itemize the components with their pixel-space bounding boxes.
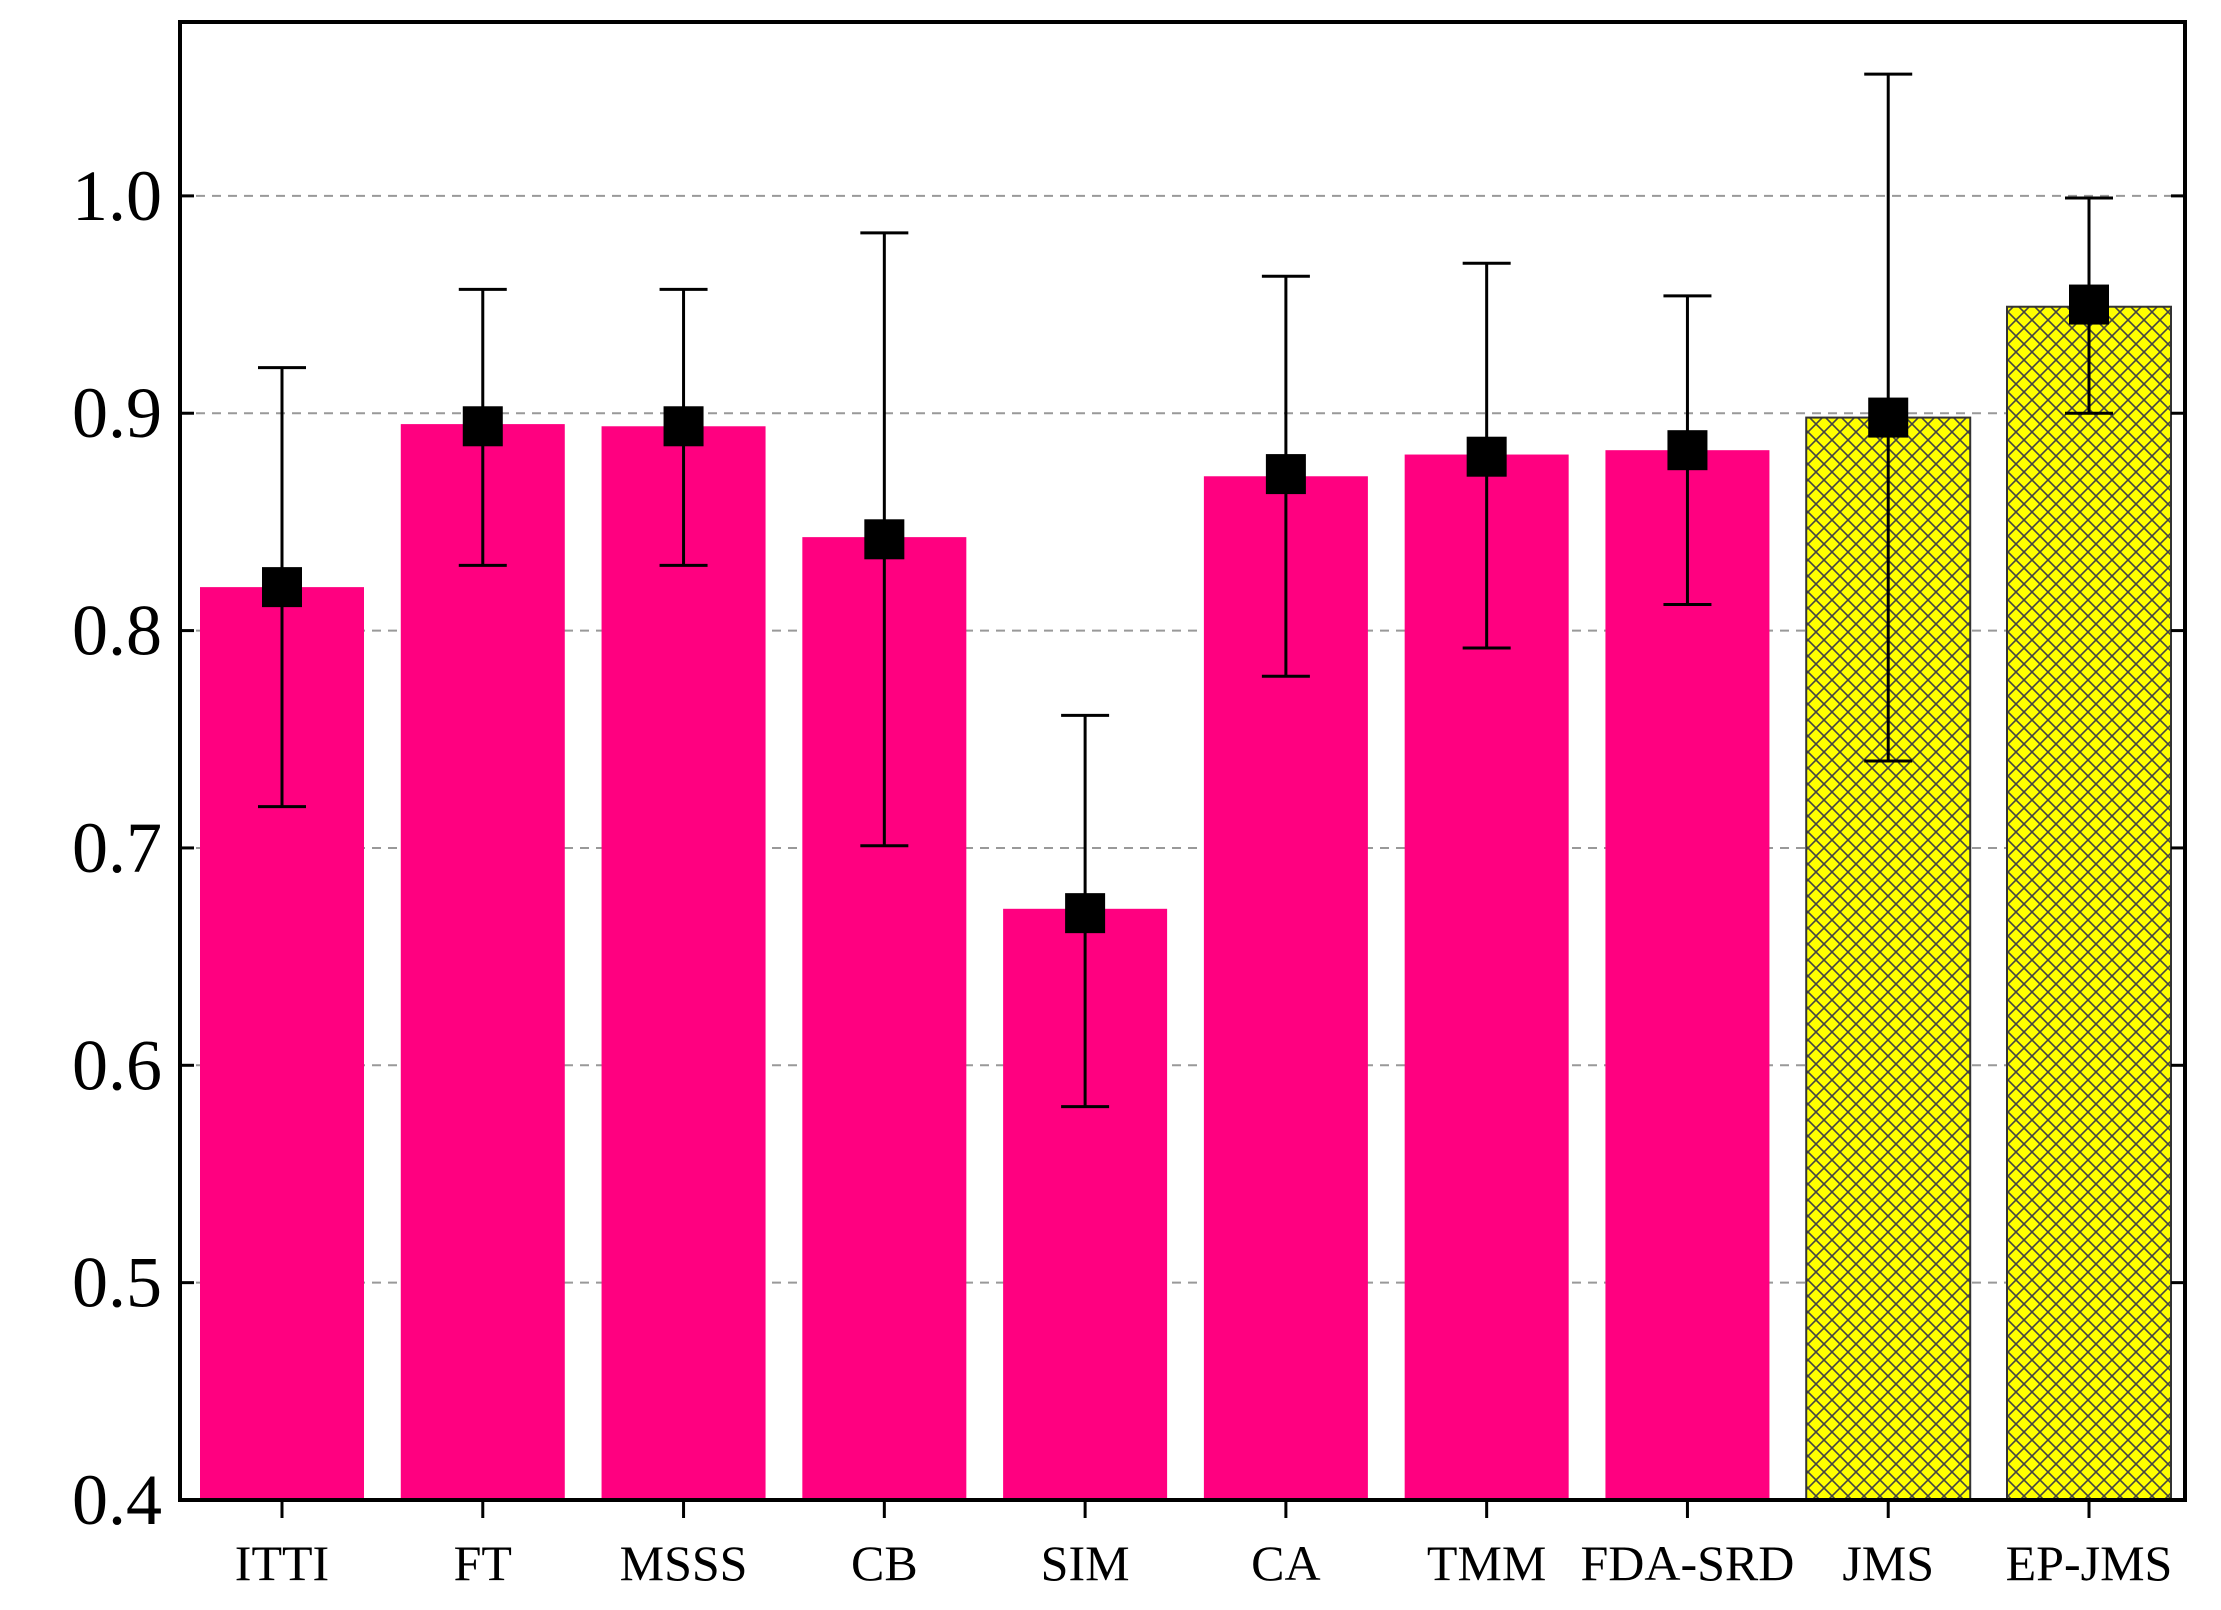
marker-cb	[864, 519, 905, 560]
marker-ca	[1265, 454, 1306, 495]
marker-ft	[462, 406, 503, 447]
marker-msss	[663, 406, 704, 447]
marker-layer	[262, 284, 2109, 934]
marker-fda-srd	[1667, 430, 1708, 471]
x-tick-label-fda-srd: FDA-SRD	[1580, 1535, 1794, 1591]
y-tick-label: 0.5	[72, 1243, 162, 1323]
axis-layer	[178, 20, 2187, 1518]
y-tick-label: 1.0	[72, 156, 162, 236]
y-tick-label: 0.7	[72, 808, 162, 888]
label-layer: 0.4 0.5 0.6 0.7 0.8 0.9 1.0 ITTI FT MSSS CB SIM CA TM…	[72, 156, 2172, 1591]
bar-ep-jms	[2006, 305, 2172, 1502]
marker-sim	[1065, 893, 1106, 934]
bar-layer	[200, 305, 2172, 1502]
x-tick-label-sim: SIM	[1041, 1535, 1130, 1591]
x-tick-label-msss: MSSS	[620, 1535, 748, 1591]
bar-fda-srd	[1605, 450, 1770, 1500]
x-tick-label-tmm: TMM	[1427, 1535, 1546, 1591]
marker-ep-jms	[2069, 284, 2109, 325]
x-tick-label-ca: CA	[1251, 1535, 1320, 1591]
bar-msss	[601, 426, 766, 1500]
x-tick-label-jms: JMS	[1842, 1535, 1934, 1591]
y-tick-label: 0.8	[72, 591, 162, 671]
bar-ft	[400, 424, 565, 1501]
plot-frame	[178, 20, 2187, 1502]
x-tick-label-itti: ITTI	[235, 1535, 329, 1591]
marker-jms	[1868, 397, 1909, 438]
marker-itti	[262, 567, 302, 608]
y-tick-label: 0.9	[72, 373, 162, 453]
y-tick-label: 0.6	[72, 1025, 162, 1105]
y-tick-label: 0.4	[72, 1460, 162, 1540]
marker-tmm	[1466, 436, 1507, 477]
x-tick-label-cb: CB	[851, 1535, 918, 1591]
x-tick-label-ep-jms: EP-JMS	[2006, 1535, 2173, 1591]
x-tick-label-ft: FT	[454, 1535, 512, 1591]
